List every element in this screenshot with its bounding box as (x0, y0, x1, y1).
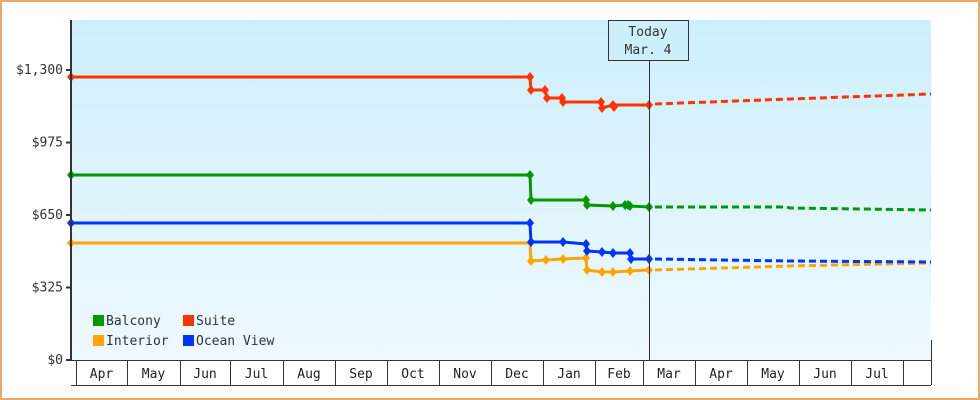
data-point[interactable] (527, 85, 535, 95)
data-point[interactable] (542, 255, 550, 265)
data-point[interactable] (627, 254, 635, 264)
series-suite (67, 72, 932, 113)
x-month-label: Dec (505, 367, 528, 382)
x-month-label: Aug (297, 367, 320, 382)
data-point[interactable] (609, 267, 617, 277)
forecast-line (655, 205, 932, 212)
data-point[interactable] (526, 218, 534, 228)
x-month-label: Jul (245, 367, 268, 382)
x-month-label: Feb (607, 367, 631, 382)
data-point[interactable] (543, 93, 551, 103)
legend-item-suite[interactable]: Suite (183, 314, 235, 329)
data-point[interactable] (626, 201, 634, 211)
series-balcony (67, 170, 932, 212)
today-date: Mar. 4 (625, 43, 672, 58)
x-month-label: Nov (453, 367, 477, 382)
y-axis: $0 $325 $650 $975 $1,300 (16, 20, 72, 368)
x-month-label: May (761, 367, 785, 382)
x-month-label: Jun (813, 367, 836, 382)
data-point[interactable] (609, 248, 617, 258)
data-point[interactable] (559, 97, 567, 107)
y-tick-label: $325 (32, 281, 63, 296)
series-interior (67, 238, 932, 277)
legend-swatch (93, 315, 104, 326)
forecast-line (654, 261, 932, 272)
data-point[interactable] (609, 201, 617, 211)
legend-swatch (183, 335, 194, 346)
legend-label: Balcony (106, 314, 161, 329)
data-point[interactable] (527, 256, 535, 266)
x-month-label: Apr (90, 367, 114, 382)
legend-label: Suite (196, 314, 235, 329)
legend-item-ocean-view[interactable]: Ocean View (183, 334, 274, 349)
data-point[interactable] (541, 85, 549, 95)
data-point[interactable] (610, 102, 618, 112)
legend-item-interior[interactable]: Interior (93, 334, 169, 349)
today-label: Today (628, 25, 667, 40)
forecast-line (654, 92, 932, 106)
data-point[interactable] (583, 200, 591, 210)
plot-area (71, 20, 931, 360)
legend-label: Interior (106, 334, 169, 349)
x-month-label: Jul (865, 367, 888, 382)
data-point[interactable] (598, 267, 606, 277)
x-month-label: Sep (349, 367, 373, 382)
data-point[interactable] (526, 72, 534, 82)
legend-swatch (183, 315, 194, 326)
today-marker: Today Mar. 4 (608, 20, 689, 360)
data-point[interactable] (582, 239, 590, 249)
series-layer (67, 72, 932, 277)
data-point[interactable] (583, 246, 591, 256)
x-month-label: Oct (401, 367, 424, 382)
x-month-label: Jun (193, 367, 216, 382)
y-tick-label: $1,300 (16, 63, 63, 78)
data-point[interactable] (527, 195, 535, 205)
data-point[interactable] (527, 237, 535, 247)
data-point[interactable] (559, 237, 567, 247)
y-tick-label: $0 (47, 353, 63, 368)
legend-swatch (93, 335, 104, 346)
legend-label: Ocean View (196, 334, 274, 349)
y-tick-label: $975 (32, 136, 63, 151)
data-point[interactable] (526, 170, 534, 180)
x-month-label: Apr (709, 367, 733, 382)
y-tick-label: $650 (32, 208, 63, 223)
today-label-box (608, 20, 689, 61)
legend-item-balcony[interactable]: Balcony (93, 314, 161, 329)
data-point[interactable] (626, 266, 634, 276)
x-month-label: Mar (657, 367, 681, 382)
x-month-label: Jan (557, 367, 580, 382)
data-point[interactable] (598, 247, 606, 257)
data-point[interactable] (582, 253, 590, 263)
data-point[interactable] (583, 265, 591, 275)
data-point[interactable] (559, 254, 567, 264)
legend: Balcony Suite Interior Ocean View (93, 314, 274, 349)
data-point[interactable] (598, 103, 606, 113)
x-axis: Apr May Jun Jul Aug Sep Oct Nov Dec Jan Feb Mar Apr M… (71, 340, 932, 386)
forecast-line (654, 257, 932, 264)
x-month-label: May (142, 367, 166, 382)
